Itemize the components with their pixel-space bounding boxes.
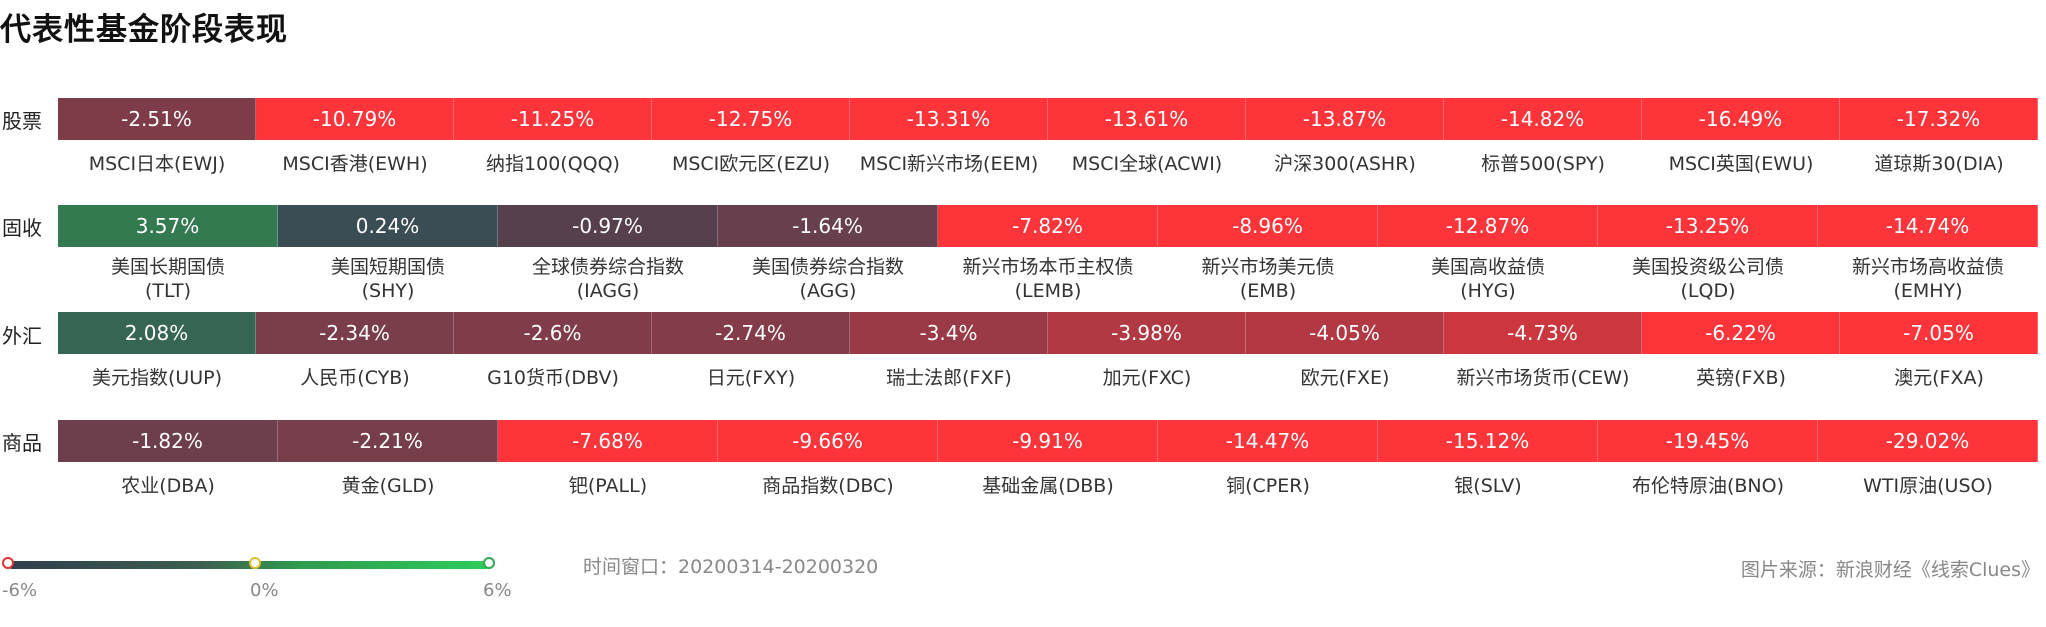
legend-max-label: 6%: [483, 580, 512, 601]
row-label: 股票: [2, 109, 42, 133]
cell-name-label: MSCI日本(EWJ): [88, 153, 226, 175]
heatmap-cell: -17.32%: [1840, 98, 2038, 140]
heatmap-row-names: 美元指数(UUP) 人民币(CYB) G10货币(DBV) 日元(FXY) 瑞士法郎(F…: [58, 362, 2038, 410]
heatmap-cell: -9.91%: [938, 420, 1158, 462]
heatmap-row: 3.57% 0.24% -0.97% -1.64% -7.82% -8.96% -12.87…: [58, 205, 2038, 247]
heatmap-cell: -4.05%: [1246, 312, 1444, 354]
legend-mid-label: 0%: [250, 580, 279, 601]
cell-name-label: WTI原油(USO): [1863, 475, 1993, 497]
cell-name-label: 商品指数(DBC): [762, 475, 894, 497]
heatmap-row-names: MSCI日本(EWJ) MSCI香港(EWH) 纳指100(QQQ) MSCI欧元区(…: [58, 148, 2038, 196]
row-label: 商品: [2, 431, 42, 455]
heatmap-cell: -15.12%: [1378, 420, 1598, 462]
heatmap-cell: -8.96%: [1158, 205, 1378, 247]
heatmap-cell: -7.05%: [1840, 312, 2038, 354]
heatmap-cell: -3.98%: [1048, 312, 1246, 354]
heatmap-cell: -1.64%: [718, 205, 938, 247]
cell-name-label: 铜(CPER): [1226, 475, 1310, 497]
cell-name-label: 澳元(FXA): [1894, 367, 1984, 389]
cell-name-label: MSCI香港(EWH): [282, 153, 428, 175]
heatmap-cell: -13.31%: [850, 98, 1048, 140]
cell-name-label: 黄金(GLD): [341, 475, 435, 497]
heatmap-cell: -12.87%: [1378, 205, 1598, 247]
cell-name-label: 欧元(FXE): [1300, 367, 1390, 389]
heatmap-cell: -9.66%: [718, 420, 938, 462]
cell-name-label: 美国债券综合指数 (AGG): [751, 256, 904, 302]
heatmap-row: -1.82% -2.21% -7.68% -9.66% -9.91% -14.47% -15…: [58, 420, 2038, 462]
heatmap-cell: -7.68%: [498, 420, 718, 462]
cell-name-label: MSCI英国(EWU): [1668, 153, 1814, 175]
cell-name-label: 新兴市场美元债 (EMB): [1201, 256, 1335, 302]
heatmap-cell: -2.51%: [58, 98, 256, 140]
cell-name-label: MSCI欧元区(EZU): [671, 153, 831, 175]
cell-name-label: G10货币(DBV): [487, 367, 619, 389]
cell-name-label: 新兴市场高收益债 (EMHY): [1851, 256, 2004, 302]
heatmap-row-names: 农业(DBA) 黄金(GLD) 钯(PALL) 商品指数(DBC) 基础金属(DBB) 铜…: [58, 470, 2038, 518]
heatmap-row: 2.08% -2.34% -2.6% -2.74% -3.4% -3.98% -4.05% -…: [58, 312, 2038, 354]
heatmap-cell: -3.4%: [850, 312, 1048, 354]
cell-name-label: MSCI新兴市场(EEM): [859, 153, 1039, 175]
heatmap-row: -2.51% -10.79% -11.25% -12.75% -13.31% -13.61…: [58, 98, 2038, 140]
heatmap-cell: -7.82%: [938, 205, 1158, 247]
cell-name-label: 新兴市场本币主权债 (LEMB): [962, 256, 1134, 302]
heatmap-cell: -13.25%: [1598, 205, 1818, 247]
heatmap-cell: -13.87%: [1246, 98, 1444, 140]
heatmap-cell: -29.02%: [1818, 420, 2038, 462]
time-window-text: 时间窗口：20200314-20200320: [583, 556, 879, 578]
heatmap-cell: -14.47%: [1158, 420, 1378, 462]
cell-name-label: 标普500(SPY): [1481, 153, 1605, 175]
heatmap-cell: -1.82%: [58, 420, 278, 462]
heatmap-cell: 0.24%: [278, 205, 498, 247]
cell-name-label: 美国短期国债 (SHY): [330, 256, 445, 302]
heatmap-cell: -10.79%: [256, 98, 454, 140]
cell-name-label: 美国投资级公司债 (LQD): [1631, 256, 1784, 302]
cell-name-label: 基础金属(DBB): [982, 475, 1114, 497]
cell-name-label: 美元指数(UUP): [91, 367, 223, 389]
legend-max-knob: [483, 557, 495, 569]
heatmap-cell: -0.97%: [498, 205, 718, 247]
heatmap-cell: -2.6%: [454, 312, 652, 354]
cell-name-label: 道琼斯30(DIA): [1874, 153, 2004, 175]
heatmap-cell: 3.57%: [58, 205, 278, 247]
heatmap-row-names: 美国长期国债 (TLT) 美国短期国债 (SHY) 全球债券综合指数 (IAGG) 美国债券…: [58, 255, 2038, 303]
cell-name-label: 银(SLV): [1454, 475, 1522, 497]
heatmap-cell: -14.82%: [1444, 98, 1642, 140]
heatmap-cell: -14.74%: [1818, 205, 2038, 247]
cell-name-label: 布伦特原油(BNO): [1631, 475, 1785, 497]
heatmap-cell: 2.08%: [58, 312, 256, 354]
cell-name-label: 新兴市场货币(CEW): [1456, 367, 1630, 389]
row-label: 外汇: [2, 324, 42, 348]
heatmap-cell: -2.21%: [278, 420, 498, 462]
cell-name-label: 钯(PALL): [568, 475, 648, 497]
heatmap-cell: -4.73%: [1444, 312, 1642, 354]
cell-name-label: 瑞士法郎(FXF): [886, 367, 1012, 389]
legend-min-knob: [2, 557, 14, 569]
cell-name-label: 加元(FXC): [1102, 367, 1192, 389]
heatmap-cell: -16.49%: [1642, 98, 1840, 140]
cell-name-label: 全球债券综合指数 (IAGG): [531, 256, 684, 302]
cell-name-label: 农业(DBA): [121, 475, 215, 497]
heatmap-cell: -6.22%: [1642, 312, 1840, 354]
cell-name-label: 人民币(CYB): [300, 367, 410, 389]
cell-name-label: 英镑(FXB): [1696, 367, 1786, 389]
heatmap-cell: -12.75%: [652, 98, 850, 140]
cell-name-label: 沪深300(ASHR): [1274, 153, 1416, 175]
heatmap-cell: -2.34%: [256, 312, 454, 354]
cell-name-label: 日元(FXY): [706, 367, 796, 389]
heatmap-cell: -19.45%: [1598, 420, 1818, 462]
heatmap-cell: -11.25%: [454, 98, 652, 140]
cell-name-label: 纳指100(QQQ): [486, 153, 620, 175]
cell-name-label: 美国长期国债 (TLT): [110, 256, 225, 302]
color-legend: -6% 0% 6%: [0, 552, 520, 602]
row-label: 固收: [2, 216, 42, 240]
chart-title: 代表性基金阶段表现: [0, 12, 288, 48]
source-credit: 图片来源：新浪财经《线索Clues》: [1740, 559, 2040, 581]
legend-min-label: -6%: [2, 580, 38, 601]
legend-mid-knob: [249, 557, 261, 569]
heatmap-cell: -13.61%: [1048, 98, 1246, 140]
heatmap-cell: -2.74%: [652, 312, 850, 354]
cell-name-label: MSCI全球(ACWI): [1071, 153, 1223, 175]
cell-name-label: 美国高收益债 (HYG): [1430, 256, 1545, 302]
